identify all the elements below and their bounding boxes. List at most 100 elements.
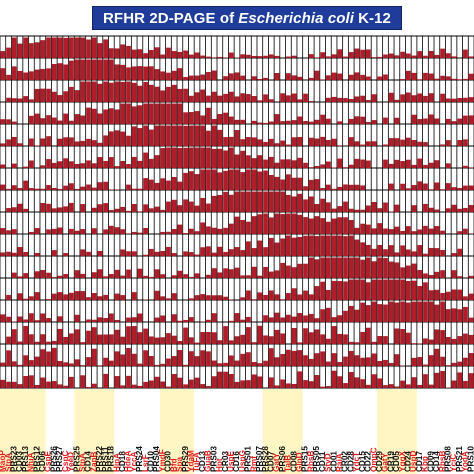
bar [177,205,183,212]
bar [234,191,240,212]
bar [297,313,303,322]
bar [383,228,388,234]
bar [137,268,143,278]
bar [188,351,194,366]
bar [291,177,297,190]
bar [377,279,383,300]
bar [148,380,154,388]
bar [109,157,114,168]
bar [417,384,423,388]
bar [257,275,263,278]
bar [194,174,200,190]
bar [143,275,148,278]
column-label: StyD [324,453,333,472]
bar [308,179,314,190]
bar [308,100,314,102]
bar [405,53,411,58]
bar [314,236,320,256]
bar [251,216,257,234]
bar [97,83,103,102]
bar [308,121,314,124]
bar [29,71,34,80]
bar [69,120,74,124]
bar [383,385,388,388]
bar [297,236,303,256]
bar [365,205,371,212]
bar [354,96,360,102]
bar [297,157,303,168]
bar [234,336,240,344]
bar [263,266,268,278]
bar [405,92,411,102]
bar [383,202,388,212]
bar [200,115,206,124]
bar [320,281,326,300]
bar [360,159,365,168]
bar [274,176,280,190]
bar [126,164,131,168]
bar [206,295,211,300]
bar [57,275,63,278]
bar [405,384,411,388]
column-label: OmpC [369,447,378,472]
column-label: PRS29 [181,446,190,472]
bar [297,76,303,80]
bar [394,302,400,322]
bar [400,380,405,388]
bar [228,91,234,102]
bar [6,119,11,124]
bar [286,95,291,102]
bar [251,191,257,212]
bar [69,202,74,212]
bar [320,164,326,168]
bar [251,96,257,102]
bar [434,348,440,366]
bar [246,352,251,366]
column-label: CD05 [392,451,401,472]
bar [348,164,354,168]
bar [217,172,223,190]
bar [314,375,320,388]
bar [188,54,194,58]
bar [63,185,69,190]
bar [69,363,74,366]
bar [211,376,217,388]
bar [303,162,308,168]
bar [223,93,228,102]
bar [17,70,23,80]
bar [246,316,251,322]
bar [74,329,80,344]
bar [148,129,154,146]
bar [57,188,63,190]
bar [428,228,434,234]
bar [97,269,103,278]
bar [183,233,188,234]
bar [240,275,246,278]
bar [268,156,274,168]
column-label: PRS06 [278,446,287,472]
bar [337,206,343,212]
bar [268,290,274,300]
bar [331,326,337,344]
bar [34,356,40,366]
bar [46,318,51,322]
bar [17,341,23,344]
bar [131,203,137,212]
bar [51,208,57,212]
bar [303,217,308,234]
bar [120,161,126,168]
bar [291,137,297,146]
bar [217,56,223,58]
bar [400,161,405,168]
bar [240,150,246,168]
bar [69,183,74,190]
bar [274,270,280,278]
column-label: YdcT [352,452,361,472]
bar [0,379,6,388]
bar [303,186,308,190]
bar [34,292,40,300]
bar [120,249,126,256]
bar [228,194,234,212]
bar [234,57,240,58]
